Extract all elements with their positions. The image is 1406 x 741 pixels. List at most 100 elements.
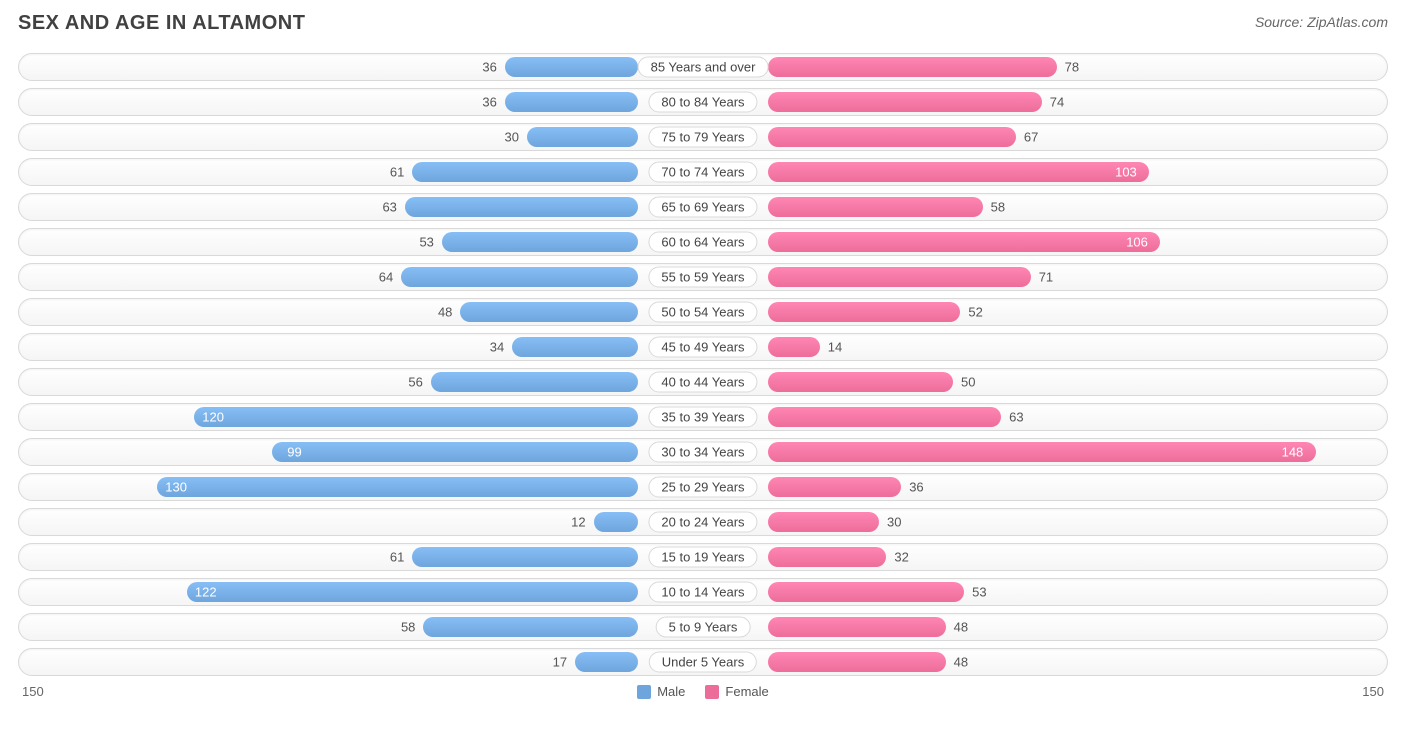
female-bar [768, 162, 1149, 182]
male-bar [157, 477, 638, 497]
age-label: 20 to 24 Years [648, 512, 757, 533]
age-label: 80 to 84 Years [648, 92, 757, 113]
female-bar [768, 57, 1057, 77]
chart-header: SEX AND AGE IN ALTAMONT Source: ZipAtlas… [18, 12, 1388, 35]
female-bar [768, 127, 1016, 147]
male-value: 53 [419, 235, 433, 250]
age-label: 55 to 59 Years [648, 267, 757, 288]
female-bar [768, 267, 1031, 287]
female-bar [768, 652, 946, 672]
female-bar [768, 372, 953, 392]
age-row: 1225310 to 14 Years [18, 578, 1388, 606]
female-value: 48 [954, 620, 968, 635]
female-bar [768, 337, 820, 357]
male-value: 120 [202, 410, 224, 425]
chart-body: 367885 Years and over367480 to 84 Years3… [18, 53, 1388, 676]
age-label: 5 to 9 Years [656, 617, 751, 638]
age-label: 35 to 39 Years [648, 407, 757, 428]
age-label: 60 to 64 Years [648, 232, 757, 253]
female-bar [768, 442, 1316, 462]
male-bar [442, 232, 638, 252]
male-bar [423, 617, 638, 637]
axis-max-right: 150 [1362, 684, 1384, 699]
axis-max-left: 150 [22, 684, 44, 699]
age-label: 70 to 74 Years [648, 162, 757, 183]
age-row: 63 58 65 to 69 Years [18, 193, 1388, 221]
male-bar [187, 582, 638, 602]
age-row: 58485 to 9 Years [18, 613, 1388, 641]
male-value: 30 [505, 130, 519, 145]
age-row: 34 14 45 to 49 Years [18, 333, 1388, 361]
male-bar [505, 92, 638, 112]
chart-title: SEX AND AGE IN ALTAMONT [18, 12, 305, 35]
male-value: 61 [390, 165, 404, 180]
age-row: 36 74 80 to 84 Years [18, 88, 1388, 116]
age-label: 50 to 54 Years [648, 302, 757, 323]
age-label: 25 to 29 Years [648, 477, 757, 498]
male-value: 122 [195, 585, 217, 600]
age-row: 367885 Years and over [18, 53, 1388, 81]
age-row: 306775 to 79 Years [18, 123, 1388, 151]
female-value: 58 [991, 200, 1005, 215]
male-value: 63 [382, 200, 396, 215]
male-bar [460, 302, 638, 322]
age-row: 56 50 40 to 44 Years [18, 368, 1388, 396]
female-bar [768, 232, 1160, 252]
female-bar [768, 512, 879, 532]
female-value: 32 [894, 550, 908, 565]
female-value: 14 [828, 340, 842, 355]
female-bar [768, 547, 886, 567]
age-row: 99 148 30 to 34 Years [18, 438, 1388, 466]
male-value: 61 [390, 550, 404, 565]
male-bar [272, 442, 638, 462]
female-value: 106 [1126, 235, 1148, 250]
male-bar [431, 372, 638, 392]
female-value: 52 [968, 305, 982, 320]
male-value: 36 [482, 95, 496, 110]
female-bar [768, 477, 901, 497]
age-label: 45 to 49 Years [648, 337, 757, 358]
age-label: Under 5 Years [649, 652, 757, 673]
female-value: 74 [1050, 95, 1064, 110]
male-value: 99 [287, 445, 301, 460]
male-bar [405, 197, 638, 217]
age-label: 30 to 34 Years [648, 442, 757, 463]
male-bar [594, 512, 638, 532]
female-bar [768, 302, 960, 322]
male-bar [527, 127, 638, 147]
age-row: 1748Under 5 Years [18, 648, 1388, 676]
female-value: 30 [887, 515, 901, 530]
age-row: 53 106 60 to 64 Years [18, 228, 1388, 256]
male-bar [412, 547, 638, 567]
age-label: 65 to 69 Years [648, 197, 757, 218]
male-bar [505, 57, 638, 77]
age-row: 613215 to 19 Years [18, 543, 1388, 571]
female-value: 148 [1282, 445, 1304, 460]
female-value: 63 [1009, 410, 1023, 425]
female-bar [768, 92, 1042, 112]
female-bar [768, 407, 1001, 427]
male-value: 48 [438, 305, 452, 320]
male-value: 12 [571, 515, 585, 530]
legend-label: Female [725, 684, 768, 699]
male-bar [512, 337, 638, 357]
age-row: 12 30 20 to 24 Years [18, 508, 1388, 536]
legend-item: Female [705, 684, 768, 699]
male-value: 130 [165, 480, 187, 495]
male-value: 64 [379, 270, 393, 285]
age-label: 40 to 44 Years [648, 372, 757, 393]
male-bar [194, 407, 638, 427]
male-value: 34 [490, 340, 504, 355]
age-row: 1303625 to 29 Years [18, 473, 1388, 501]
chart-source: Source: ZipAtlas.com [1255, 14, 1388, 30]
female-value: 71 [1039, 270, 1053, 285]
female-bar [768, 617, 946, 637]
age-row: 6110370 to 74 Years [18, 158, 1388, 186]
female-bar [768, 197, 983, 217]
female-value: 50 [961, 375, 975, 390]
legend-label: Male [657, 684, 685, 699]
female-value: 67 [1024, 130, 1038, 145]
female-value: 78 [1065, 60, 1079, 75]
male-value: 56 [408, 375, 422, 390]
male-value: 17 [553, 655, 567, 670]
